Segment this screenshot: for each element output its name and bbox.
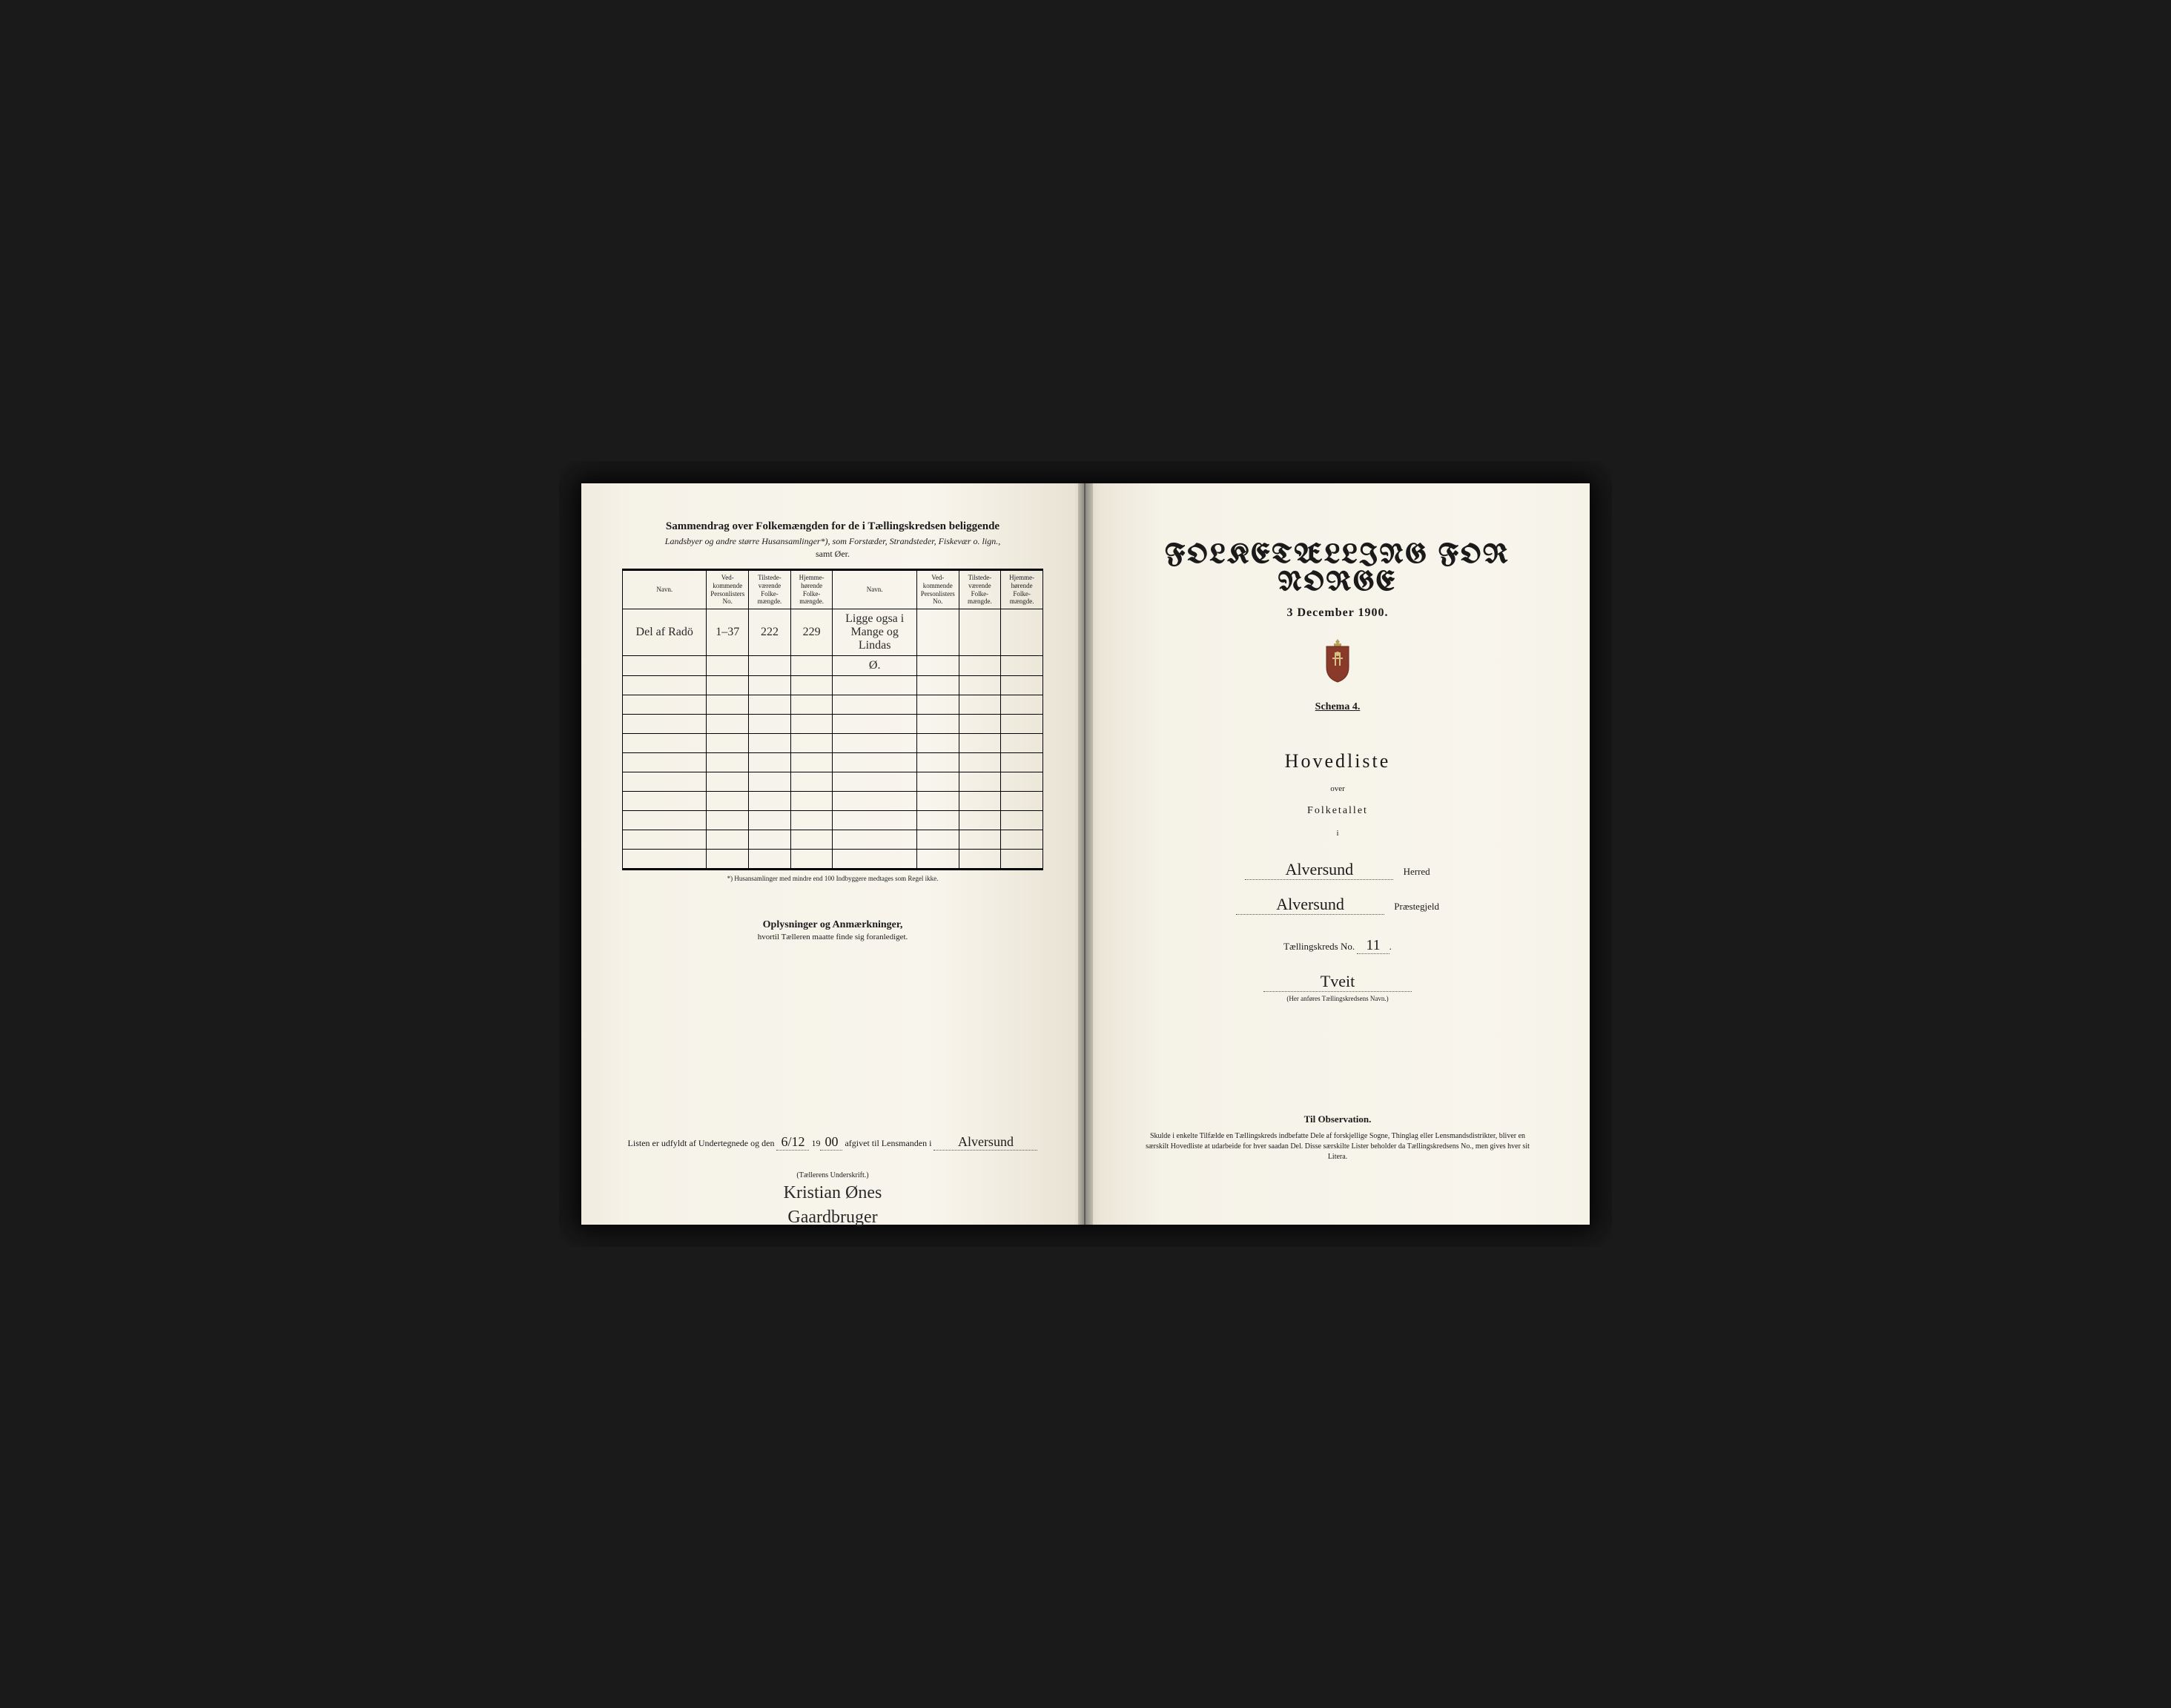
cell-empty [916,656,959,676]
attestation-place: Alversund [934,1134,1037,1151]
table-row [623,753,1043,772]
col-tilst-2: Tilstede- værende Folke- mængde. [959,571,1001,609]
kreds-no-row: Tællingskreds No. 11. [1126,937,1549,954]
hovedliste-title: Hovedliste [1126,750,1549,772]
col-hjem-2: Hjemme- hørende Folke- mængde. [1001,571,1043,609]
cell-empty [916,609,959,656]
kreds-prefix: Tællingskreds No. [1283,941,1355,952]
census-table: Navn. Ved- kommende Personlisters No. Ti… [622,570,1043,869]
cell-hjem: 229 [790,609,833,656]
i-label: i [1126,829,1549,838]
table-row: Del af Radö 1–37 222 229 Ligge ogsa i Ma… [623,609,1043,656]
signature-name: Kristian Ønes [622,1182,1043,1204]
attestation-line: Listen er udfyldt af Undertegnede og den… [622,1134,1043,1151]
col-navn-2: Navn. [833,571,916,609]
cell-navn: Del af Radö [623,609,707,656]
kreds-hint: (Her anføres Tællingskredsens Navn.) [1126,995,1549,1002]
table-rule-bottom [622,869,1043,870]
praestegjeld-row: Alversund Præstegjeld [1126,895,1549,915]
kreds-name: Tveit [1263,972,1412,992]
col-hjem: Hjemme- hørende Folke- mængde. [790,571,833,609]
herred-label: Herred [1404,866,1430,877]
attestation-mid: afgivet til Lensmanden i [845,1138,931,1148]
coat-of-arms-icon [1319,638,1356,683]
table-row [623,792,1043,811]
census-main-title: FOLKETÆLLING FOR NORGE [1126,543,1549,598]
cell-note2: Ø. [833,656,916,676]
cell-empty [707,656,749,676]
signature-label: (Tællerens Underskrift.) [622,1171,1043,1179]
table-row [623,734,1043,753]
summary-subtitle-1: Landsbyer og andre større Husansamlinger… [622,536,1043,547]
table-row [623,830,1043,850]
left-page: Sammendrag over Folkemængden for de i Tæ… [581,483,1086,1225]
table-row [623,695,1043,715]
cell-empty [623,656,707,676]
attestation-year: 00 [820,1134,842,1151]
signature-occupation: Gaardbruger [622,1207,1043,1228]
col-tilst: Tilstede- værende Folke- mængde. [749,571,791,609]
cell-note: Ligge ogsa i Mange og Lindas [833,609,916,656]
book-spread: Sammendrag over Folkemængden for de i Tæ… [581,483,1590,1225]
cell-empty [1001,656,1043,676]
attestation-prefix: Listen er udfyldt af Undertegnede og den [628,1138,775,1148]
folketallet-label: Folketallet [1126,805,1549,817]
summary-subtitle-2: samt Øer. [622,549,1043,560]
cell-tilst: 222 [749,609,791,656]
summary-title: Sammendrag over Folkemængden for de i Tæ… [622,520,1043,533]
kreds-number: 11 [1357,937,1389,954]
remarks-title: Oplysninger og Anmærkninger, [622,919,1043,931]
cell-empty [1001,609,1043,656]
cell-empty [959,656,1001,676]
herred-row: Alversund Herred [1126,860,1549,880]
table-row [623,715,1043,734]
table-row [623,772,1043,792]
scan-frame: Sammendrag over Folkemængden for de i Tæ… [559,461,1612,1247]
table-footnote: *) Husansamlinger med mindre end 100 Ind… [622,875,1043,882]
col-vedk-2: Ved- kommende Personlisters No. [916,571,959,609]
attestation-year-prefix: 19 [811,1138,820,1148]
table-row [623,676,1043,695]
praest-label: Præstegjeld [1394,901,1439,912]
col-navn-1: Navn. [623,571,707,609]
cell-empty [749,656,791,676]
observation-text: Skulde i enkelte Tilfælde en Tællingskre… [1126,1131,1549,1162]
schema-label: Schema 4. [1126,701,1549,713]
cell-empty [959,609,1001,656]
over-label: over [1126,784,1549,793]
table-row [623,811,1043,830]
col-vedk: Ved- kommende Personlisters No. [707,571,749,609]
census-date: 3 December 1900. [1126,606,1549,620]
attestation-date: 6/12 [776,1134,809,1151]
table-row: Ø. [623,656,1043,676]
right-page: FOLKETÆLLING FOR NORGE 3 December 1900. … [1086,483,1590,1225]
table-body: Del af Radö 1–37 222 229 Ligge ogsa i Ma… [623,609,1043,869]
observation-title: Til Observation. [1126,1113,1549,1125]
praest-written: Alversund [1236,895,1384,915]
remarks-subtitle: hvortil Tælleren maatte finde sig foranl… [622,933,1043,941]
kreds-name-row: Tveit [1126,972,1549,992]
cell-empty [790,656,833,676]
cell-persno: 1–37 [707,609,749,656]
table-header: Navn. Ved- kommende Personlisters No. Ti… [623,571,1043,609]
herred-written: Alversund [1245,860,1393,880]
table-row [623,850,1043,869]
